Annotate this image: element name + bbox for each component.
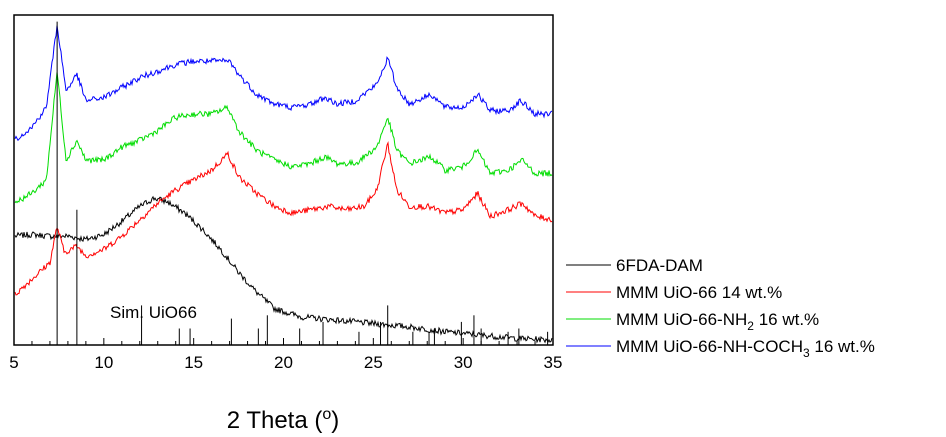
series-line-2 <box>14 72 553 204</box>
x-tick-label: 15 <box>184 353 203 372</box>
simulated-peaks <box>56 21 549 345</box>
plot-area <box>14 25 553 344</box>
x-tick-label: 35 <box>544 353 563 372</box>
x-tick-label: 30 <box>454 353 473 372</box>
x-tick-label: 10 <box>94 353 113 372</box>
x-axis-title: 2 Theta (o) <box>227 406 340 434</box>
legend: 6FDA-DAM MMM UiO-66 14 wt.% MMM UiO-66-NH2… <box>566 256 875 360</box>
x-tick-label: 5 <box>9 353 18 372</box>
x-tick-label: 25 <box>364 353 383 372</box>
x-axis: 5 10 15 20 25 30 35 <box>9 338 562 372</box>
series-line-1 <box>14 141 553 296</box>
legend-label-3: MMM UiO-66-NH-COCH3 16 wt.% <box>616 337 875 360</box>
legend-label-1: MMM UiO-66 14 wt.% <box>616 283 782 302</box>
series-line-3 <box>14 25 553 142</box>
legend-label-2: MMM UiO-66-NH2 16 wt.% <box>616 310 819 333</box>
plot-frame <box>13 14 554 346</box>
legend-label-0: 6FDA-DAM <box>616 256 703 275</box>
x-tick-label: 20 <box>274 353 293 372</box>
sim-uio66-annotation: Sim. UiO66 <box>110 303 197 322</box>
series-line-0 <box>14 195 553 344</box>
